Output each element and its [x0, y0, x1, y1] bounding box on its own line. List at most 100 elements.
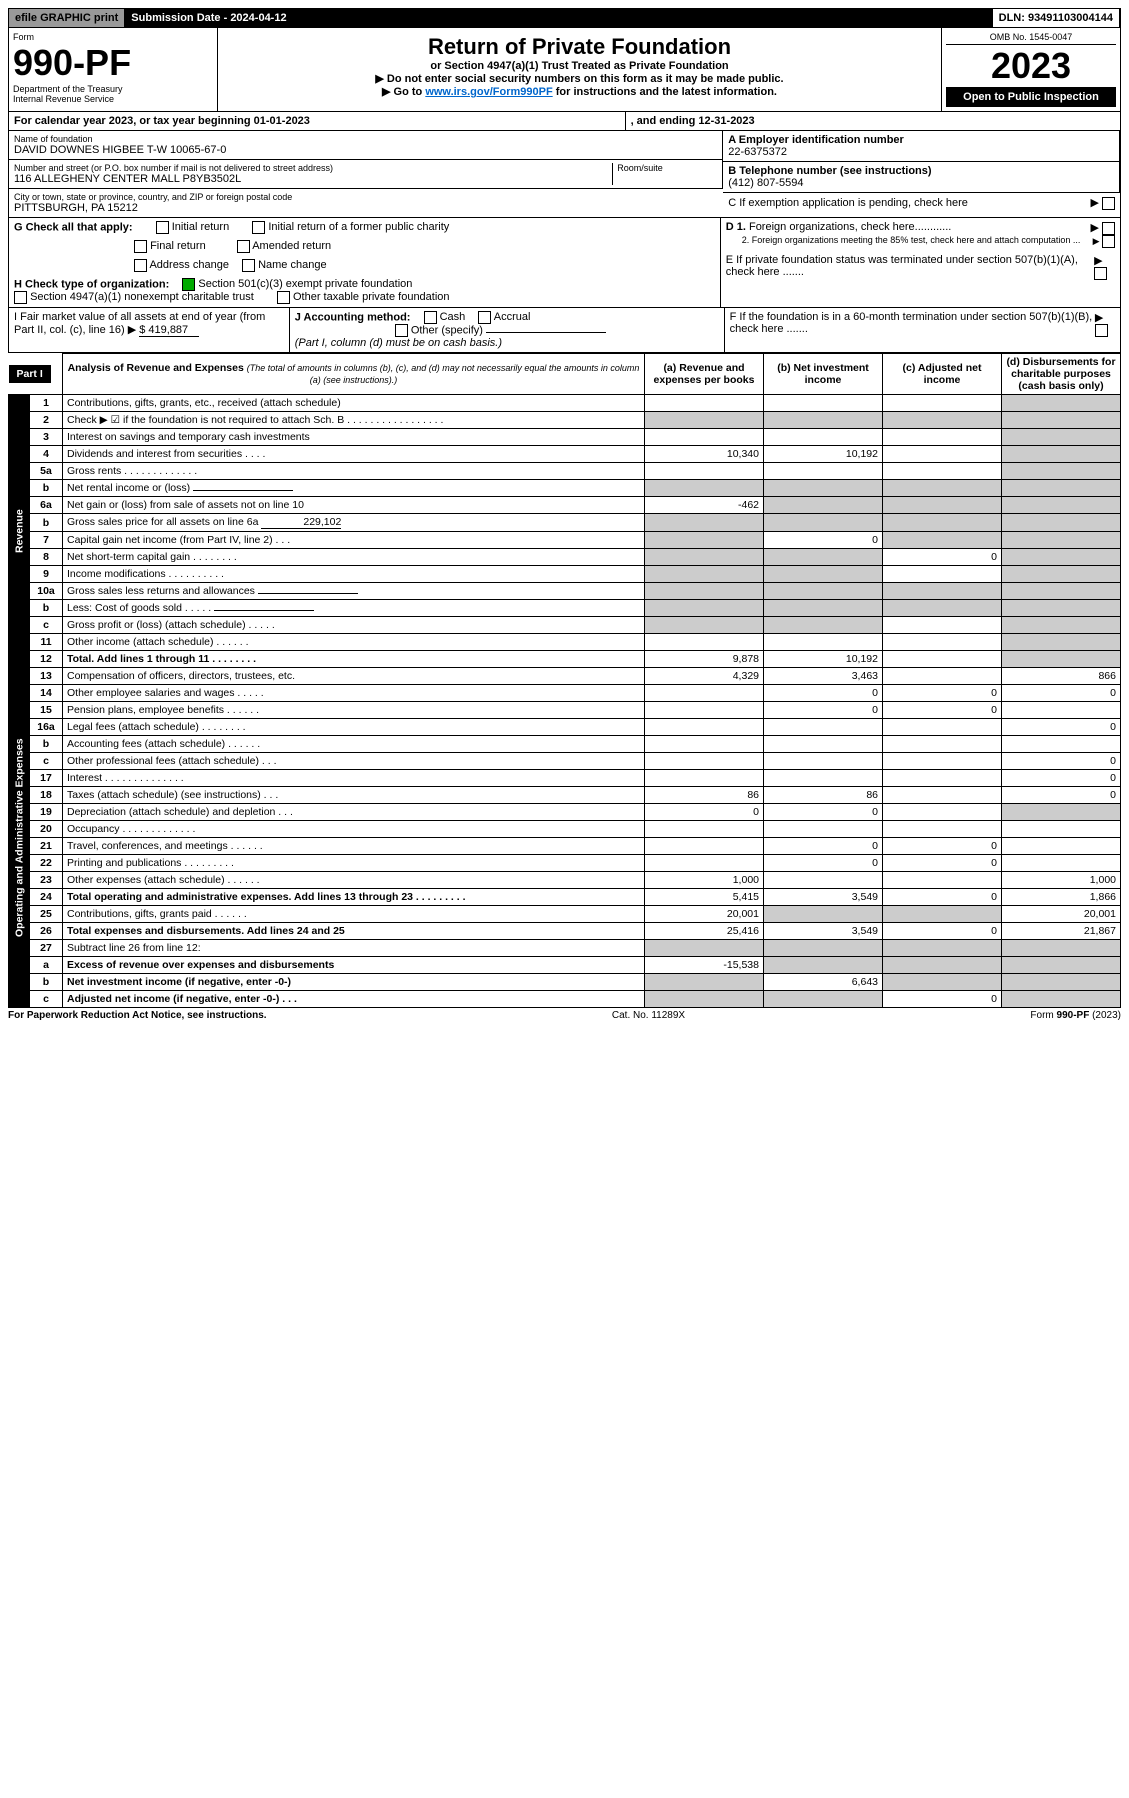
- form-header: Form 990-PF Department of the Treasury I…: [8, 28, 1121, 112]
- cell-c: [883, 480, 1002, 497]
- table-row: 8Net short-term capital gain . . . . . .…: [9, 549, 1121, 566]
- cell-b: [764, 617, 883, 634]
- cell-a: [645, 532, 764, 549]
- e-checkbox[interactable]: [1094, 267, 1107, 280]
- h-other-checkbox[interactable]: [277, 291, 290, 304]
- form990pf-link[interactable]: www.irs.gov/Form990PF: [425, 86, 552, 98]
- cell-c: 0: [883, 923, 1002, 940]
- cell-d: [1002, 736, 1121, 753]
- line-label: Adjusted net income (if negative, enter …: [63, 991, 645, 1008]
- col-a: (a) Revenue and expenses per books: [645, 354, 764, 395]
- cell-d: 866: [1002, 668, 1121, 685]
- j-accrual-checkbox[interactable]: [478, 311, 491, 324]
- line-label: Depreciation (attach schedule) and deple…: [63, 804, 645, 821]
- cell-c: [883, 668, 1002, 685]
- cell-d: [1002, 463, 1121, 480]
- line-label: Gross sales price for all assets on line…: [63, 514, 645, 532]
- c-label: C If exemption application is pending, c…: [728, 197, 968, 209]
- cell-b: [764, 583, 883, 600]
- cell-b: [764, 634, 883, 651]
- cell-c: 0: [883, 549, 1002, 566]
- d2-checkbox[interactable]: [1102, 235, 1115, 248]
- cell-d: [1002, 634, 1121, 651]
- e-label: E If private foundation status was termi…: [726, 254, 1094, 280]
- cell-b: 0: [764, 532, 883, 549]
- cell-b: 0: [764, 804, 883, 821]
- d1-checkbox[interactable]: [1102, 222, 1115, 235]
- g-h-block: G Check all that apply: Initial return I…: [8, 218, 1121, 308]
- line-label: Interest . . . . . . . . . . . . . .: [63, 770, 645, 787]
- cell-b: 3,463: [764, 668, 883, 685]
- cell-c: 0: [883, 889, 1002, 906]
- line-label: Less: Cost of goods sold . . . . .: [63, 600, 645, 617]
- room-label: Room/suite: [617, 163, 717, 173]
- line-number: 20: [30, 821, 63, 838]
- cell-c: [883, 600, 1002, 617]
- submission-date: Submission Date - 2024-04-12: [125, 9, 992, 27]
- cell-c: [883, 583, 1002, 600]
- cell-d: [1002, 855, 1121, 872]
- cell-b: [764, 770, 883, 787]
- cell-a: [645, 991, 764, 1008]
- line-label: Total. Add lines 1 through 11 . . . . . …: [63, 651, 645, 668]
- cell-c: [883, 974, 1002, 991]
- cell-c: [883, 804, 1002, 821]
- h-4947-checkbox[interactable]: [14, 291, 27, 304]
- f-checkbox[interactable]: [1095, 324, 1108, 337]
- table-row: 24Total operating and administrative exp…: [9, 889, 1121, 906]
- g-name-checkbox[interactable]: [242, 259, 255, 272]
- cell-d: [1002, 429, 1121, 446]
- cell-c: [883, 412, 1002, 429]
- cell-a: [645, 549, 764, 566]
- table-row: Revenue1Contributions, gifts, grants, et…: [9, 395, 1121, 412]
- cell-a: 4,329: [645, 668, 764, 685]
- line-number: 15: [30, 702, 63, 719]
- footer-b: Cat. No. 11289X: [612, 1010, 685, 1021]
- cell-c: [883, 770, 1002, 787]
- cell-c: [883, 514, 1002, 532]
- cell-b: [764, 957, 883, 974]
- cell-d: [1002, 991, 1121, 1008]
- cell-b: [764, 463, 883, 480]
- line-label: Taxes (attach schedule) (see instruction…: [63, 787, 645, 804]
- line-number: 9: [30, 566, 63, 583]
- cell-d: [1002, 600, 1121, 617]
- cell-c: [883, 463, 1002, 480]
- c-checkbox[interactable]: [1102, 197, 1115, 210]
- table-row: 9Income modifications . . . . . . . . . …: [9, 566, 1121, 583]
- table-row: 15Pension plans, employee benefits . . .…: [9, 702, 1121, 719]
- cell-c: [883, 429, 1002, 446]
- cell-d: 0: [1002, 770, 1121, 787]
- line-number: 27: [30, 940, 63, 957]
- irs: Internal Revenue Service: [13, 94, 213, 104]
- line-label: Gross profit or (loss) (attach schedule)…: [63, 617, 645, 634]
- table-row: 26Total expenses and disbursements. Add …: [9, 923, 1121, 940]
- table-row: 16aLegal fees (attach schedule) . . . . …: [9, 719, 1121, 736]
- cell-c: [883, 940, 1002, 957]
- cell-d: [1002, 651, 1121, 668]
- j-other-checkbox[interactable]: [395, 324, 408, 337]
- cell-c: [883, 753, 1002, 770]
- line-label: Check ▶ ☑ if the foundation is not requi…: [63, 412, 645, 429]
- g-initial-former-checkbox[interactable]: [252, 221, 265, 234]
- j-cash-checkbox[interactable]: [424, 311, 437, 324]
- table-row: bAccounting fees (attach schedule) . . .…: [9, 736, 1121, 753]
- cell-c: [883, 446, 1002, 463]
- g-amended-checkbox[interactable]: [237, 240, 250, 253]
- h-501c3-checkbox[interactable]: [182, 278, 195, 291]
- g-address-checkbox[interactable]: [134, 259, 147, 272]
- part1-note: (The total of amounts in columns (b), (c…: [247, 363, 640, 385]
- g-final-checkbox[interactable]: [134, 240, 147, 253]
- cell-a: -15,538: [645, 957, 764, 974]
- cell-d: [1002, 497, 1121, 514]
- line-number: b: [30, 514, 63, 532]
- cell-b: [764, 395, 883, 412]
- tel: (412) 807-5594: [728, 177, 1114, 189]
- line-number: 1: [30, 395, 63, 412]
- cell-c: 0: [883, 991, 1002, 1008]
- efile-label[interactable]: efile GRAPHIC print: [9, 9, 125, 27]
- cell-a: [645, 685, 764, 702]
- top-bar: efile GRAPHIC print Submission Date - 20…: [8, 8, 1121, 28]
- addr-label: Number and street (or P.O. box number if…: [14, 163, 612, 173]
- g-initial-checkbox[interactable]: [156, 221, 169, 234]
